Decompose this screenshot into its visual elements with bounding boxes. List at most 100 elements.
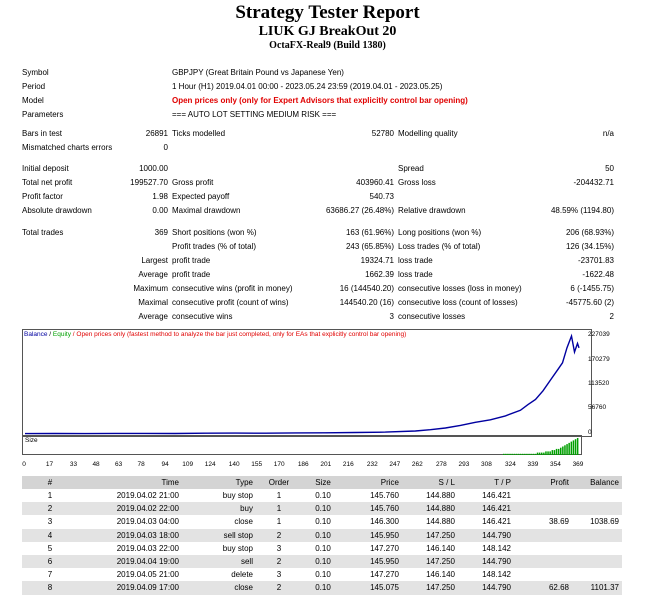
table-cell: buy stop: [222, 543, 253, 553]
total-trades-value: 369: [154, 228, 168, 237]
table-cell: 7: [47, 570, 53, 580]
x-tick-label: 308: [480, 461, 492, 468]
table-cell: 146.421: [458, 502, 514, 516]
size-bar: [553, 450, 556, 455]
table-cell: 4: [22, 528, 78, 542]
size-bar: [543, 452, 545, 455]
size-bar: [562, 446, 564, 455]
short-positions-label: Short positions (won %): [172, 228, 257, 237]
average-loss-value: -1622.48: [582, 270, 614, 279]
spread-label: Spread: [398, 164, 424, 173]
table-cell: [514, 489, 572, 502]
table-cell: 8: [22, 581, 78, 595]
size-bar: [517, 453, 520, 455]
table-cell: 2019.04.02 22:00: [78, 502, 182, 516]
table-row: 6 2019.04.04 19:00 sell 2 0.10 145.950 147.250…: [22, 554, 622, 569]
ticks-value: 52780: [371, 129, 394, 138]
column-header: Time: [78, 476, 182, 489]
column-header: S / L: [402, 476, 458, 489]
table-cell: 147.250: [402, 528, 458, 542]
size-bar: [522, 453, 524, 455]
table-cell: 2019.04.03 04:00: [116, 517, 179, 527]
table-row: 1 2019.04.02 21:00 buy stop 1 0.10 145.760 144…: [22, 489, 622, 502]
table-row: 5 2019.04.03 22:00 buy stop 3 0.10 147.270 146…: [22, 542, 622, 555]
table-cell: 145.760: [344, 502, 402, 516]
quality-label: Modelling quality: [398, 129, 458, 138]
size-bar: [511, 453, 513, 455]
table-cell: 145.950: [344, 554, 402, 569]
quality-value: n/a: [602, 129, 614, 138]
table-cell: 3: [47, 517, 53, 527]
table-cell: 146.140: [426, 543, 455, 553]
maximal-consecutive-loss-value: -45775.60 (2): [565, 298, 614, 307]
deposit-label: Initial deposit: [22, 164, 69, 173]
size-panel-label: Size: [25, 437, 38, 444]
table-cell: 144.880: [426, 491, 455, 501]
absolute-drawdown-value: 0.00: [152, 206, 168, 215]
table-cell: 1101.37: [572, 581, 622, 595]
absolute-drawdown-label: Absolute drawdown: [22, 206, 92, 215]
size-bar: [547, 451, 549, 455]
table-cell: 148.142: [482, 543, 511, 553]
net-profit-label: Total net profit: [22, 178, 73, 187]
table-cell: 6: [22, 554, 78, 569]
x-tick-label: 33: [69, 461, 78, 468]
size-bar: [503, 453, 505, 455]
max-consecutive-losses-value: 6 (-1455.75): [570, 284, 614, 293]
table-cell: [572, 489, 622, 502]
largest-label: Largest: [141, 256, 168, 265]
x-tick-label: 186: [297, 461, 309, 468]
gross-loss-label: Gross loss: [398, 178, 436, 187]
table-cell: 146.421: [482, 491, 511, 501]
y-tick-label: 170279: [588, 355, 610, 363]
x-tick-label: 369: [572, 461, 584, 468]
spread-value: 50: [605, 164, 614, 173]
column-header: Price: [344, 476, 402, 489]
table-cell: 1: [276, 491, 282, 501]
table-cell: 0.10: [302, 502, 344, 516]
table-cell: 145.760: [370, 491, 399, 501]
size-bar: [507, 453, 509, 455]
balance-chart-plot: [24, 333, 580, 435]
size-bar: [509, 453, 511, 455]
x-tick-label: 293: [458, 461, 470, 468]
maximal-consecutive-profit-value: 144540.20 (16): [339, 298, 394, 307]
table-cell: 38.69: [548, 517, 569, 527]
x-tick-label: 262: [411, 461, 423, 468]
loss-trades-label: Loss trades (% of total): [398, 242, 481, 251]
maximal-consecutive-profit-label: consecutive profit (count of wins): [172, 298, 289, 307]
table-cell: 2019.04.09 17:00: [78, 581, 182, 595]
relative-drawdown-label: Relative drawdown: [398, 206, 466, 215]
x-tick-label: 324: [505, 461, 516, 468]
expected-payoff-value: 540.73: [369, 192, 394, 201]
table-cell: [514, 568, 572, 581]
table-cell: 147.250: [402, 581, 458, 595]
table-cell: 144.790: [458, 554, 514, 569]
model-value: Open prices only (only for Expert Adviso…: [172, 96, 468, 105]
table-cell: [572, 542, 622, 555]
table-cell: [572, 502, 622, 516]
ticks-label: Ticks modelled: [172, 129, 226, 138]
table-cell: 0.10: [302, 528, 344, 542]
maximal-drawdown-label: Maximal drawdown: [172, 206, 241, 215]
size-bar: [541, 452, 543, 455]
size-bar: [557, 448, 560, 455]
column-header: Type: [182, 476, 256, 489]
column-header: Profit: [514, 476, 572, 489]
table-cell: 0.10: [315, 570, 331, 580]
table-cell: 144.880: [426, 517, 455, 527]
bars-value: 26891: [145, 129, 168, 138]
average-consecutive-wins-label: consecutive wins: [172, 312, 233, 321]
size-bar: [524, 453, 526, 455]
table-cell: 147.270: [370, 570, 399, 580]
table-row: 4 2019.04.03 18:00 sell stop 2 0.10 145.950 14…: [22, 528, 622, 542]
max-consecutive-losses-label: consecutive losses (loss in money): [398, 284, 522, 293]
x-tick-label: 124: [204, 461, 216, 468]
x-tick-label: 339: [527, 461, 539, 468]
table-cell: 5: [47, 543, 53, 553]
table-cell: [514, 542, 572, 555]
table-cell: 144.880: [402, 502, 458, 516]
table-cell: 2: [22, 502, 78, 516]
